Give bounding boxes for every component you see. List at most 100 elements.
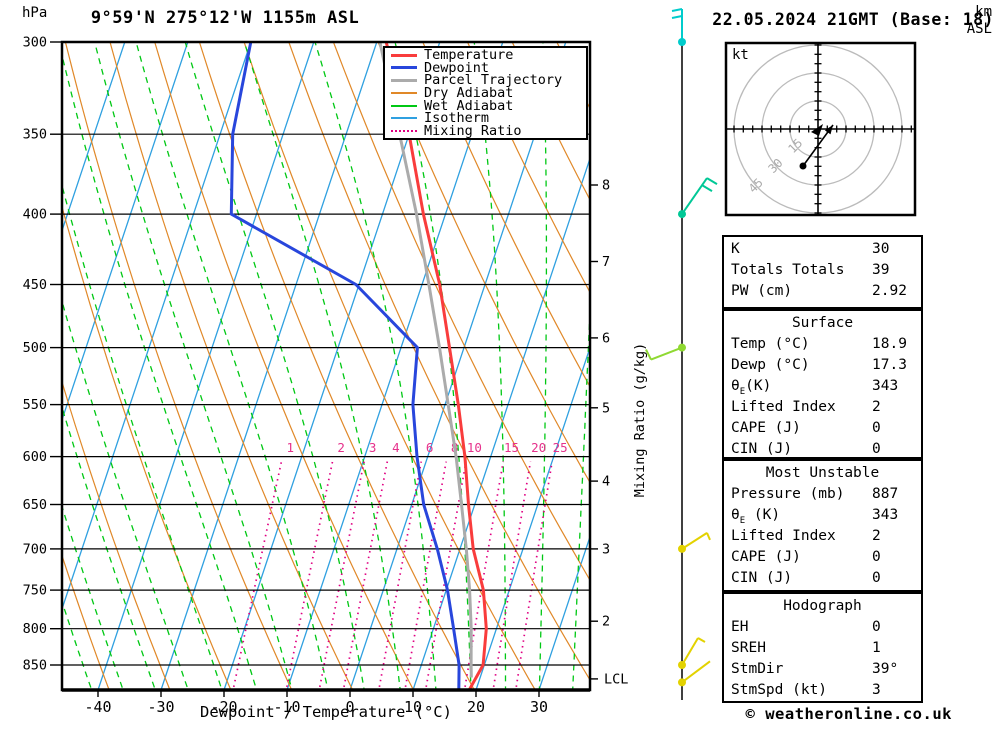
stats-row-value: 1: [872, 640, 881, 656]
mean-wind-arrowhead: [811, 124, 823, 136]
wind-barb: [678, 660, 711, 687]
wet-adiabat-line: [62, 298, 189, 690]
stats-row-value: 39: [872, 262, 890, 278]
lcl-label: LCL: [604, 671, 628, 687]
legend-item-label: Isotherm: [424, 110, 490, 127]
stats-row: θE (K) 343: [724, 505, 921, 526]
wet-adiabat-line: [135, 42, 329, 690]
wet-adiabat-line: [243, 42, 401, 690]
stats-section-title: Most Unstable: [765, 465, 880, 481]
copyright: © weatheronline.co.uk: [745, 705, 952, 723]
mixing-ratio-value-label: 10: [467, 440, 482, 455]
stats-row-value: 2: [872, 399, 881, 415]
wet-adiabat-line: [0, 42, 1, 733]
stats-row: CAPE (J) 0: [724, 547, 921, 568]
legend-item-label: Dewpoint: [424, 59, 490, 76]
stats-row: PW (cm) 2.92: [724, 281, 921, 302]
km-tick-label: 2: [602, 614, 610, 630]
station-title: 9°59'N 275°12'W 1155m ASL: [90, 8, 360, 28]
wind-barb: [678, 177, 718, 219]
isotherm-line: [538, 534, 590, 690]
mixing-ratio-line: [285, 461, 334, 690]
legend-item-label: Mixing Ratio: [424, 122, 522, 139]
isotherm-line: [62, 42, 252, 611]
mixing-ratio-value-label: 25: [553, 440, 568, 455]
dry-adiabat-line: [243, 42, 536, 690]
stats-row: EH 0: [724, 617, 921, 638]
temp-tick-label: -30: [147, 698, 174, 716]
km-tick-label: 7: [602, 254, 610, 270]
legend-item-label: Temperature: [424, 47, 514, 64]
dry-adiabat-line: [64, 42, 293, 690]
stats-row: CIN (J) 0: [724, 568, 921, 589]
stats-row-label: Pressure (mb): [731, 486, 845, 502]
legend-swatch-isotherm: [391, 117, 417, 120]
temp-tick-label: 10: [404, 698, 422, 716]
hodograph-unit-label: kt: [732, 47, 749, 63]
stats-row-label: EH: [731, 619, 749, 635]
stats-row-label: SREH: [731, 640, 766, 656]
dry-adiabat-line: [109, 42, 354, 690]
stats-row-value: 343: [872, 378, 899, 394]
stats-row-label: θE (K): [731, 507, 781, 526]
km-tick-label: 3: [602, 541, 610, 557]
stats-section-indices: K 30 Totals Totals 39 PW (cm) 2.92: [722, 235, 923, 309]
mixing-ratio-value-label: 1: [287, 440, 295, 455]
temperature-curve: [384, 42, 488, 690]
stats-row-label: Dewp (°C): [731, 357, 810, 373]
stats-row-value: 3: [872, 682, 881, 698]
stats-row-value: 39°: [872, 661, 899, 677]
wet-adiabat-line: [62, 405, 156, 690]
legend-swatch-dry-adiabat: [391, 91, 417, 94]
stats-row-value: 0: [872, 619, 881, 635]
pressure-tick-label: 300: [23, 35, 47, 51]
stats-row: CAPE (J) 0: [724, 418, 921, 439]
stats-row-label: CIN (J): [731, 570, 793, 586]
stats-row-label: K: [731, 241, 740, 257]
temp-tick-label: 20: [467, 698, 485, 716]
wind-barb: [678, 637, 706, 669]
legend-item: Dewpoint: [385, 59, 586, 76]
isotherm-line: [62, 42, 126, 233]
temp-tick-label: 30: [530, 698, 548, 716]
stats-row-value: 2.92: [872, 283, 907, 299]
isotherm-line: [160, 42, 378, 690]
stats-row: Temp (°C) 18.9: [724, 334, 921, 355]
wet-adiabat-line: [394, 42, 472, 690]
stats-section-most-unstable: Most Unstable Pressure (mb) 887 θE (K) 343 Li…: [722, 459, 923, 592]
wet-adiabat-line: [473, 42, 507, 690]
wet-adiabat-line: [93, 42, 293, 690]
stats-row-label: Totals Totals: [731, 262, 845, 278]
stats-row-label: CAPE (J): [731, 420, 801, 436]
hodograph-border: [724, 41, 917, 217]
stats-section-hodograph: Hodograph EH 0 SREH 1 StmDir 39° StmSpd (kt) 3: [722, 592, 923, 703]
legend-item: Mixing Ratio: [385, 122, 586, 139]
pressure-tick-label: 650: [23, 497, 47, 513]
wind-barb: [678, 532, 711, 553]
mixing-ratio-line: [463, 461, 505, 690]
wet-adiabat-line: [62, 504, 124, 690]
wet-adiabat-line: [62, 52, 258, 690]
mixing-ratio-line: [424, 461, 467, 690]
stats-row-label: CAPE (J): [731, 549, 801, 565]
run-datetime: 22.05.2024 21GMT (Base: 18): [712, 10, 994, 29]
dry-adiabat-line: [198, 42, 475, 690]
mixing-ratio-axis-label: Mixing Ratio (g/kg): [632, 342, 648, 498]
mixing-ratio-value-label: 20: [531, 440, 546, 455]
stats-row-label: PW (cm): [731, 283, 793, 299]
stats-row-label: Lifted Index: [731, 528, 836, 544]
wind-barb: [645, 343, 686, 361]
pressure-tick-label: 550: [23, 397, 47, 413]
stats-row-label: Lifted Index: [731, 399, 836, 415]
legend-item: Temperature: [385, 47, 586, 64]
dry-adiabat-line: [466, 42, 590, 294]
wind-barb: [671, 8, 686, 46]
temp-tick-label: -40: [84, 698, 111, 716]
stats-row-value: 0: [872, 441, 881, 457]
parcel-curve: [378, 42, 473, 678]
legend-swatch-wet-adiabat: [391, 104, 417, 107]
km-tick-label: 5: [602, 400, 610, 416]
stats-row: Lifted Index 2: [724, 526, 921, 547]
pressure-tick-label: 700: [23, 541, 47, 557]
